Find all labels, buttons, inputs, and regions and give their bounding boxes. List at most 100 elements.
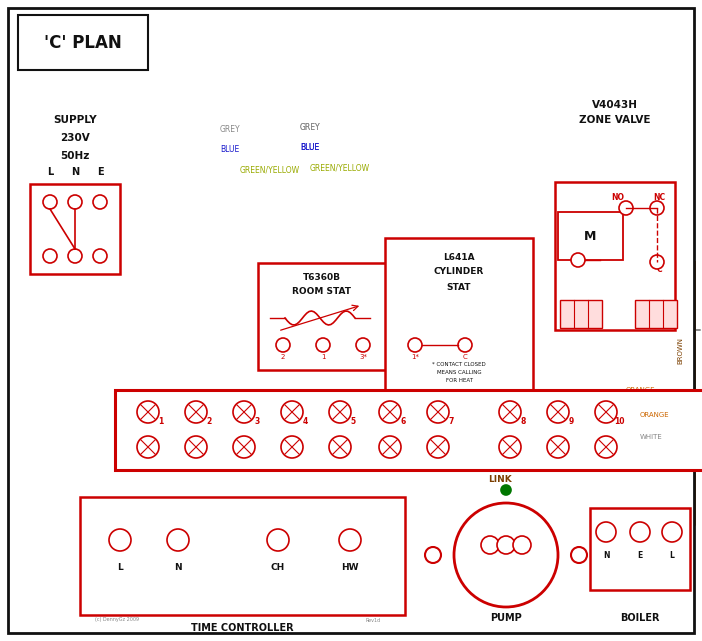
Text: N: N [174,563,182,572]
Circle shape [329,436,351,458]
Text: L: L [519,560,524,569]
Text: Rev1d: Rev1d [365,617,380,622]
Circle shape [329,401,351,423]
Circle shape [43,195,57,209]
Circle shape [93,195,107,209]
FancyBboxPatch shape [590,508,690,590]
Text: C: C [463,354,468,360]
Text: 230V: 230V [60,133,90,143]
Circle shape [137,401,159,423]
Circle shape [281,436,303,458]
Circle shape [356,338,370,352]
Text: 50Hz: 50Hz [60,151,90,161]
Text: N: N [486,560,494,569]
Circle shape [497,536,515,554]
Text: BROWN: BROWN [677,337,683,363]
FancyBboxPatch shape [385,238,533,400]
Text: L: L [47,167,53,177]
Circle shape [281,401,303,423]
Text: 5: 5 [350,417,355,426]
Text: 2: 2 [206,417,211,426]
FancyBboxPatch shape [115,390,702,470]
Text: 8: 8 [520,417,526,426]
Circle shape [595,401,617,423]
Circle shape [547,436,569,458]
Circle shape [481,536,499,554]
Text: LINK: LINK [488,476,512,485]
Text: GREY: GREY [300,124,320,133]
Circle shape [501,485,511,495]
Circle shape [408,338,422,352]
Circle shape [185,436,207,458]
Text: V4043H: V4043H [592,100,638,110]
Circle shape [547,401,569,423]
Circle shape [276,338,290,352]
Text: WHITE: WHITE [640,434,663,440]
Text: 10: 10 [614,417,624,426]
FancyBboxPatch shape [635,300,677,328]
Text: * CONTACT CLOSED: * CONTACT CLOSED [432,363,486,367]
Circle shape [137,436,159,458]
Circle shape [379,401,401,423]
Text: ROOM STAT: ROOM STAT [293,288,352,297]
Text: STAT: STAT [446,283,471,292]
Circle shape [458,338,472,352]
Circle shape [427,436,449,458]
FancyBboxPatch shape [555,182,675,330]
Text: NC: NC [653,194,665,203]
Circle shape [595,436,617,458]
Text: M: M [584,231,596,244]
Text: N: N [603,551,609,560]
Circle shape [43,249,57,263]
Text: 1: 1 [159,417,164,426]
Text: 9: 9 [569,417,574,426]
Text: NO: NO [611,194,625,203]
Text: (c) DennyGz 2009: (c) DennyGz 2009 [95,617,139,622]
Text: L641A: L641A [443,253,475,262]
Text: CH: CH [271,563,285,572]
Circle shape [316,338,330,352]
Circle shape [513,536,531,554]
Circle shape [185,401,207,423]
Text: HW: HW [341,563,359,572]
Text: BLUE: BLUE [220,146,239,154]
Circle shape [109,529,131,551]
Text: 3: 3 [254,417,260,426]
FancyBboxPatch shape [558,212,623,260]
Text: 6: 6 [400,417,406,426]
Text: 2: 2 [281,354,285,360]
FancyBboxPatch shape [80,497,405,615]
Circle shape [499,401,521,423]
Circle shape [233,401,255,423]
Circle shape [93,249,107,263]
Text: SUPPLY: SUPPLY [53,115,97,125]
Text: ORANGE: ORANGE [625,387,655,393]
Circle shape [571,547,587,563]
Text: MEANS CALLING: MEANS CALLING [437,370,482,376]
Circle shape [662,522,682,542]
Circle shape [571,253,585,267]
Text: CYLINDER: CYLINDER [434,267,484,276]
Circle shape [233,436,255,458]
Circle shape [499,436,521,458]
Text: TIME CONTROLLER: TIME CONTROLLER [191,623,293,633]
Circle shape [650,255,664,269]
Text: ZONE VALVE: ZONE VALVE [579,115,651,125]
Circle shape [596,522,616,542]
Text: PUMP: PUMP [490,613,522,623]
Text: 4: 4 [303,417,307,426]
Circle shape [650,201,664,215]
Text: 1: 1 [321,354,325,360]
Circle shape [379,436,401,458]
Text: 7: 7 [449,417,453,426]
Text: GREEN/YELLOW: GREEN/YELLOW [310,163,370,172]
Text: GREY: GREY [220,124,241,133]
Text: 3*: 3* [359,354,367,360]
Text: GREY: GREY [300,124,320,133]
Text: N: N [71,167,79,177]
Circle shape [619,201,633,215]
Text: E: E [637,551,642,560]
Text: E: E [97,167,103,177]
Text: T6360B: T6360B [303,274,341,283]
Circle shape [68,249,82,263]
